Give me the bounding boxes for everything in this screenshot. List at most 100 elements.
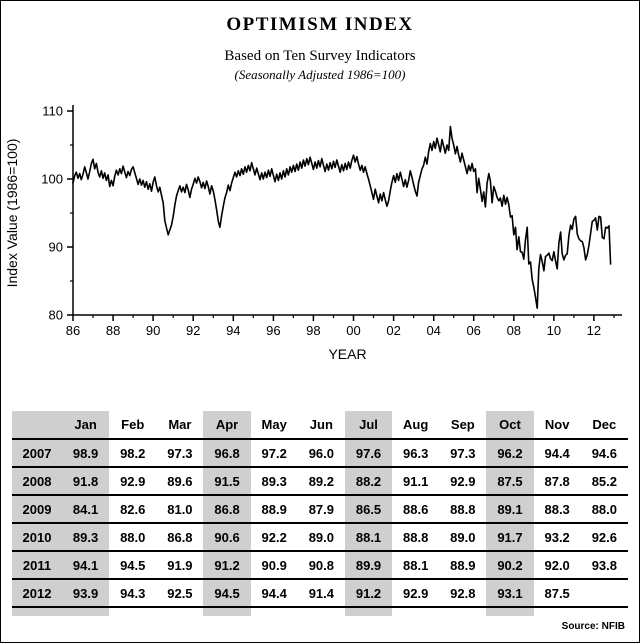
value-cell: 82.6 [109, 495, 157, 524]
x-tick-label: 10 [547, 323, 561, 338]
table-row: 2009 84.1 82.6 81.0 86.8 88.9 87.9 86.5 88.6 88.8… [12, 495, 628, 524]
value-cell: 98.9 [62, 439, 110, 468]
value-cell: 88.1 [344, 523, 393, 552]
table-row: 2008 91.8 92.9 89.6 91.5 89.3 89.2 88.2 91.1 92.9… [12, 467, 628, 496]
value-cell: 89.3 [62, 523, 110, 552]
value-cell: 92.0 [533, 551, 581, 580]
value-cell: 89.2 [297, 467, 345, 496]
value-cell: 81.0 [156, 495, 204, 524]
value-cell: 88.0 [109, 523, 157, 552]
value-cell: 88.6 [392, 495, 440, 524]
table-row: 2012 93.9 94.3 92.5 94.5 94.4 91.4 91.2 92.9 92.8… [12, 579, 628, 608]
table-row: 2011 94.1 94.5 91.9 91.2 90.9 90.8 89.9 88.1 88.9… [12, 551, 628, 580]
year-cell: 2011 [12, 551, 62, 580]
value-cell: 91.4 [297, 579, 345, 608]
value-cell: 94.5 [203, 579, 251, 608]
value-cell: 93.9 [62, 579, 110, 608]
spacer-cell [203, 607, 251, 616]
value-cell: 89.6 [156, 467, 204, 496]
x-tick-label: 86 [66, 323, 80, 338]
year-cell: 2008 [12, 467, 62, 496]
y-tick-label: 100 [41, 172, 63, 187]
value-cell: 94.1 [62, 551, 110, 580]
month-header: Feb [109, 411, 157, 440]
value-cell: 96.3 [392, 439, 440, 468]
value-cell: 85.2 [580, 467, 628, 496]
month-header: Jul [344, 411, 393, 440]
value-cell: 88.0 [580, 495, 628, 524]
year-cell: 2009 [12, 495, 62, 524]
month-header: Dec [580, 411, 628, 440]
chart-subtitle: Based on Ten Survey Indicators [224, 48, 416, 64]
optimism-line-chart: 80 90 100 110 86 88 90 92 94 96 98 00 02 04 06 08 10 12 In… [4, 104, 622, 362]
value-cell: 89.0 [439, 523, 487, 552]
year-cell: 2007 [12, 439, 62, 468]
value-cell: 92.9 [392, 579, 440, 608]
value-cell: 90.6 [203, 523, 251, 552]
value-cell: 90.2 [486, 551, 534, 580]
x-axis-title: YEAR [328, 346, 366, 362]
value-cell: 88.1 [392, 551, 440, 580]
x-tick-label: 90 [146, 323, 160, 338]
value-cell: 86.8 [156, 523, 204, 552]
month-header: Mar [156, 411, 204, 440]
value-cell: 89.9 [344, 551, 393, 580]
spacer-cell [581, 607, 628, 616]
value-cell: 87.5 [533, 579, 581, 608]
value-cell: 91.7 [486, 523, 534, 552]
value-cell: 94.4 [250, 579, 298, 608]
value-cell: 97.3 [156, 439, 204, 468]
value-cell: 94.3 [109, 579, 157, 608]
monthly-values-table: Jan Feb Mar Apr May Jun Jul Aug Sep Oct Nov Dec 2007… [12, 411, 628, 616]
value-cell: 88.8 [392, 523, 440, 552]
table-row: 2007 98.9 98.2 97.3 96.8 97.2 96.0 97.6 96.3 97.3… [12, 439, 628, 468]
spacer-cell [156, 607, 203, 616]
x-tick-label: 04 [426, 323, 440, 338]
value-cell: 91.2 [203, 551, 251, 580]
value-cell: 92.2 [250, 523, 298, 552]
value-cell: 92.5 [156, 579, 204, 608]
spacer-cell [486, 607, 534, 616]
value-cell: 97.6 [344, 439, 393, 468]
month-header: Apr [203, 411, 251, 440]
x-tick-label: 96 [266, 323, 280, 338]
chart-header: OPTIMISM INDEX Based on Ten Survey Indic… [1, 14, 639, 83]
value-cell: 91.9 [156, 551, 204, 580]
value-cell: 91.2 [344, 579, 393, 608]
spacer-cell [12, 607, 62, 616]
value-cell: 93.8 [580, 551, 628, 580]
x-tick-label: 92 [186, 323, 200, 338]
year-cell: 2012 [12, 579, 62, 608]
table-header-row: Jan Feb Mar Apr May Jun Jul Aug Sep Oct Nov Dec [12, 411, 628, 440]
value-cell: 89.0 [297, 523, 345, 552]
x-tick-label: 08 [507, 323, 521, 338]
spacer-cell [298, 607, 345, 616]
spacer-cell [392, 607, 439, 616]
value-cell: 92.6 [580, 523, 628, 552]
value-cell: 88.9 [439, 551, 487, 580]
month-header: Aug [392, 411, 440, 440]
x-tick-label: 88 [106, 323, 120, 338]
table-spacer-row [12, 607, 628, 616]
value-cell: 97.2 [250, 439, 298, 468]
value-cell: 90.8 [297, 551, 345, 580]
value-cell: 89.1 [486, 495, 534, 524]
x-tick-label: 94 [226, 323, 240, 338]
value-cell: 88.2 [344, 467, 393, 496]
value-cell: 87.8 [533, 467, 581, 496]
value-cell: 96.0 [297, 439, 345, 468]
page-title: OPTIMISM INDEX [226, 14, 414, 35]
value-cell: 93.1 [486, 579, 534, 608]
spacer-cell [534, 607, 581, 616]
value-cell [580, 579, 628, 608]
month-header: Sep [439, 411, 487, 440]
y-tick-label: 110 [42, 104, 63, 119]
value-cell: 88.3 [533, 495, 581, 524]
month-header: Oct [486, 411, 534, 440]
value-cell: 94.4 [533, 439, 581, 468]
x-tick-label: 12 [587, 323, 601, 338]
value-cell: 94.6 [580, 439, 628, 468]
value-cell: 89.3 [250, 467, 298, 496]
value-cell: 90.9 [250, 551, 298, 580]
